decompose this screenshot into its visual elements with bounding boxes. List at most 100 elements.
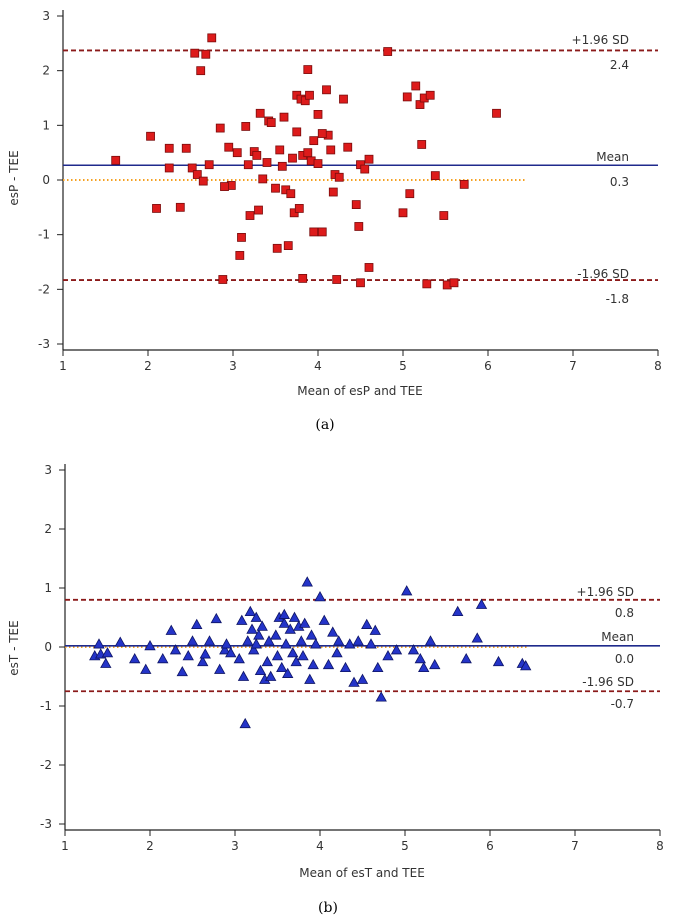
panel-a-data-point [334, 172, 344, 182]
panel-a-data-point [309, 136, 319, 146]
panel-b-data-point [314, 591, 326, 602]
panel-b-y-axis-label: esT - TEE [7, 620, 21, 675]
panel-b-data-point [372, 661, 384, 673]
panel-a-x-tick-label: 2 [144, 359, 152, 373]
panel-a-data-point [254, 205, 263, 215]
panel-a-data-point [439, 211, 449, 220]
panel-b-upper-loa-value: 0.8 [615, 606, 634, 620]
panel-a-y-tick-label: 3 [42, 9, 50, 23]
panel-b-x-tick-label: 1 [61, 839, 69, 853]
panel-a-lower-loa-value: -1.8 [606, 292, 629, 306]
panel-b-data-point [352, 635, 364, 646]
panel-b-data-point [356, 673, 369, 684]
panel-a-data-point [215, 123, 225, 133]
panel-b-reference-lines [65, 598, 660, 693]
panel-b-data-point [244, 605, 256, 616]
panel-b-data-point [261, 655, 273, 667]
panel-b-data-point [290, 655, 302, 667]
panel-b-data-point [263, 635, 275, 646]
panel-a-data-point [266, 118, 276, 127]
panel-a-data-point [241, 122, 251, 131]
panel-a-data-point [286, 189, 296, 199]
panel-a-data-point [235, 251, 245, 260]
panel-b-data-point [250, 611, 262, 622]
panel-b-y-tick-label: 1 [44, 581, 52, 595]
panel-b-data-point [460, 652, 472, 664]
panel-a-data-point [351, 200, 361, 210]
panel-b-data-point [390, 644, 403, 655]
panel-b-data-point [254, 664, 267, 675]
panel-b-data-point [348, 676, 360, 687]
panel-a-data-point [405, 189, 415, 199]
panel-b-data-point [475, 598, 488, 609]
panel-b-data-point [327, 626, 339, 637]
panel-a-data-point [317, 227, 327, 237]
panel-b-caption: (b) [318, 900, 338, 916]
panel-a-data-point [309, 227, 319, 237]
panel-b-data-point [210, 612, 222, 624]
panel-b-data-point [93, 638, 105, 649]
panel-a-data-point [292, 127, 302, 137]
panel-b-data-point [265, 670, 277, 681]
panel-a-y-tick-label: -2 [38, 282, 50, 296]
panel-b-y-tick-label: -2 [40, 758, 52, 772]
panel-b-mean-label: Mean [601, 630, 634, 644]
panel-b-data-point [140, 663, 152, 674]
panel-a-y-tick-label: 0 [42, 173, 50, 187]
panel-a-data-point [298, 273, 308, 283]
panel-b-data-point [253, 629, 265, 640]
panel-a-data-point [207, 33, 217, 43]
panel-a-lower-loa-label: -1.96 SD [577, 267, 629, 281]
panel-a-data-point [283, 241, 293, 251]
panel-b-data-point [492, 655, 505, 667]
panel-a-x-tick-label: 8 [654, 359, 662, 373]
panel-b-data-point [471, 632, 483, 643]
panel-a-data-point [422, 279, 432, 289]
panel-a-data-point [224, 142, 234, 152]
panel-a-data-point [271, 183, 280, 193]
panel-b-data-point [246, 623, 258, 634]
panel-b-data-point [369, 624, 381, 635]
panel-b-data-point [299, 617, 311, 628]
panel-b-data-point [282, 667, 294, 678]
panel-b-data-point [310, 638, 322, 649]
panel-a-data-point [220, 182, 229, 191]
panel-b-y-tick-label: 2 [44, 522, 52, 536]
panel-b-data-point [318, 614, 330, 625]
panel-a-data-point [198, 176, 208, 186]
panel-b-data-point [129, 652, 141, 664]
panel-a-y-tick-label: -1 [38, 228, 50, 242]
panel-b-data-point [236, 614, 248, 625]
panel-a-data-point [272, 243, 282, 253]
panel-a-data-point [275, 145, 285, 155]
panel-b-data-point [407, 644, 420, 655]
panel-b-data-point [165, 624, 177, 635]
panel-a-data-point [152, 204, 161, 213]
panel-a-data-point [111, 155, 121, 165]
panel-a-data-point [164, 163, 174, 173]
panel-b-data-point [157, 652, 169, 664]
panel-b-data-point [203, 635, 216, 646]
panel-a-caption: (a) [315, 417, 334, 433]
panel-b-data-point [297, 650, 309, 661]
panel-b-data-point [176, 665, 188, 677]
panel-b-lower-loa-value: -0.7 [611, 697, 634, 711]
panel-a-data-point [255, 108, 265, 118]
panel-a-x-axis-label: Mean of esP and TEE [297, 384, 422, 398]
panel-b-data-point [414, 652, 426, 664]
panel-b-data-point [295, 635, 307, 646]
panel-b-data-point [239, 717, 251, 729]
panel-a-x-tick-label: 6 [484, 359, 492, 373]
panel-a-upper-loa-label: +1.96 SD [572, 33, 629, 47]
panel-a-data-point [322, 85, 331, 95]
panel-b-data-point [169, 644, 182, 655]
panel-b-data-point [429, 658, 441, 670]
panel-a-data-point [262, 158, 272, 167]
panel-b-data-point [331, 647, 343, 658]
panel-a-upper-loa-value: 2.4 [610, 58, 629, 72]
panel-b-data-point [248, 644, 260, 655]
panel-b-y-tick-label: -1 [40, 699, 52, 713]
panel-a-data-point [279, 112, 289, 122]
panel-a-data-point [303, 148, 313, 158]
